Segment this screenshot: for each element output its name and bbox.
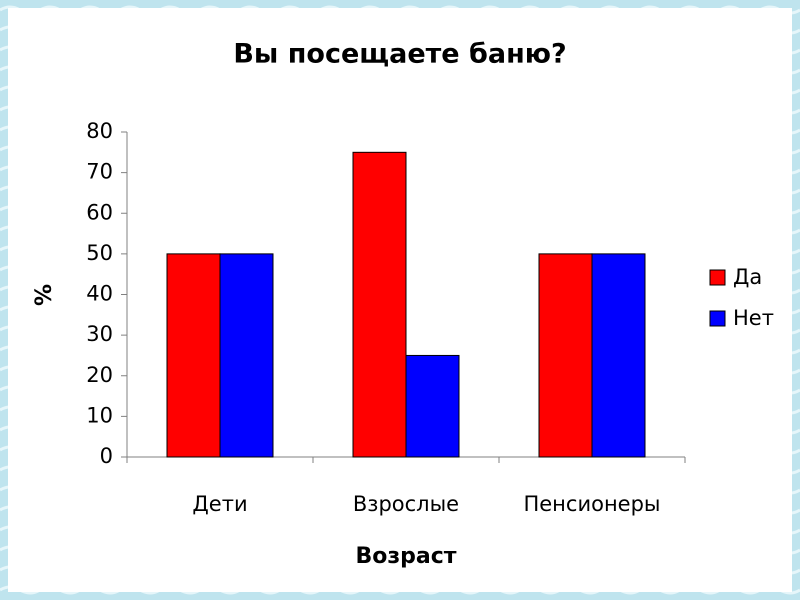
bar [352,151,407,458]
y-tick-label: 20 [86,363,113,387]
legend-swatch [709,310,726,327]
y-tick-label: 10 [86,403,113,427]
bar [166,253,221,458]
y-tick-label: 0 [100,444,113,468]
y-tick-label: 50 [86,241,113,265]
bar [538,253,593,458]
bar [405,354,460,458]
y-axis-label: % [32,284,57,306]
chart-title: Вы посещаете баню? [233,39,566,70]
y-tick-label: 70 [86,160,113,184]
legend-label: Да [733,265,762,289]
bar [219,253,274,458]
x-tick-label: Взрослые [353,492,459,516]
y-tick-label: 80 [86,119,113,143]
bar [591,253,646,458]
x-axis-label: Возраст [355,544,456,569]
legend-label: Нет [733,306,774,330]
x-tick-label: Дети [192,492,247,516]
legend-swatch [709,269,726,286]
y-tick-label: 60 [86,200,113,224]
x-tick-label: Пенсионеры [523,492,660,516]
y-tick-label: 40 [86,282,113,306]
y-tick-label: 30 [86,322,113,346]
